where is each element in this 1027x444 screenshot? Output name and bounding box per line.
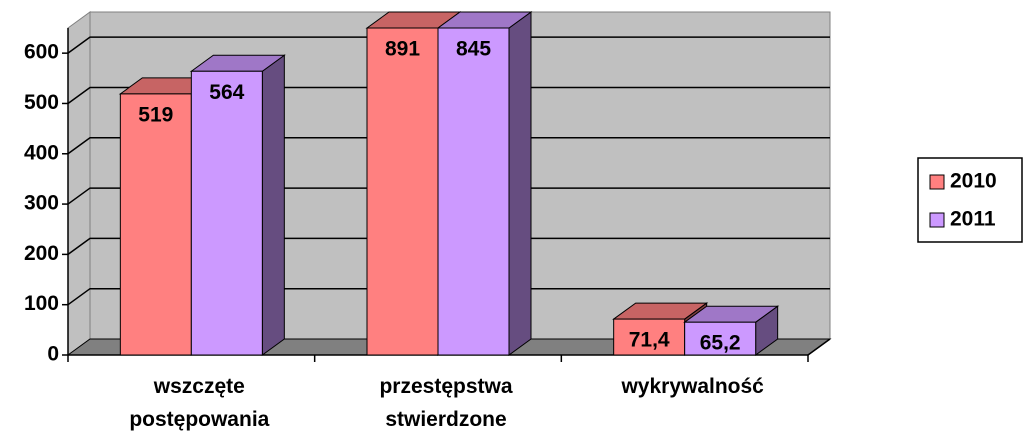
bar: [613, 318, 686, 356]
side-wall: [67, 11, 91, 356]
bar: [190, 70, 263, 356]
data-label: 845: [456, 38, 491, 61]
x-tick-line: wszczęte: [153, 375, 245, 398]
x-tick-label: przestępstwa stwierdzone: [379, 375, 512, 431]
grid-line: [67, 86, 830, 105]
bar-side: [508, 11, 532, 356]
x-tick-line: przestępstwa: [379, 375, 512, 398]
data-label: 71,4: [629, 329, 670, 352]
grid-line: [67, 36, 830, 54]
y-tick-label: 500: [24, 91, 59, 114]
y-tick-label: 0: [47, 343, 59, 366]
grid-line: [67, 287, 830, 306]
data-label: 65,2: [700, 332, 741, 355]
grid-line: [67, 237, 830, 255]
y-tick-label: 600: [24, 41, 59, 64]
y-tick-label: 400: [24, 141, 59, 164]
legend-swatch: [929, 174, 945, 190]
grid-line: [67, 187, 830, 205]
x-tick-line: postępowania: [129, 408, 269, 431]
x-tick-line: stwierdzone: [385, 408, 506, 431]
data-label: 564: [209, 81, 244, 104]
bar: [437, 27, 510, 356]
y-tick-label: 200: [24, 242, 59, 265]
legend-box: [917, 157, 1023, 243]
bar-side: [261, 54, 285, 356]
legend-label: 2011: [950, 208, 996, 231]
grid-line: [67, 137, 830, 155]
legend-label: 2010: [950, 170, 997, 193]
x-tick-line: wykrywalność: [620, 375, 764, 398]
bar: [119, 93, 192, 356]
legend-swatch: [929, 212, 945, 228]
data-label: 519: [138, 103, 173, 126]
bar: [366, 27, 439, 356]
x-tick-label: wykrywalność: [620, 375, 764, 398]
x-tick-label: wszczęte postępowania: [129, 375, 269, 431]
y-tick-label: 300: [24, 192, 59, 215]
data-label: 891: [385, 38, 420, 61]
y-tick-label: 100: [24, 292, 59, 315]
floor-edge: [807, 338, 831, 356]
bar: [684, 321, 757, 356]
